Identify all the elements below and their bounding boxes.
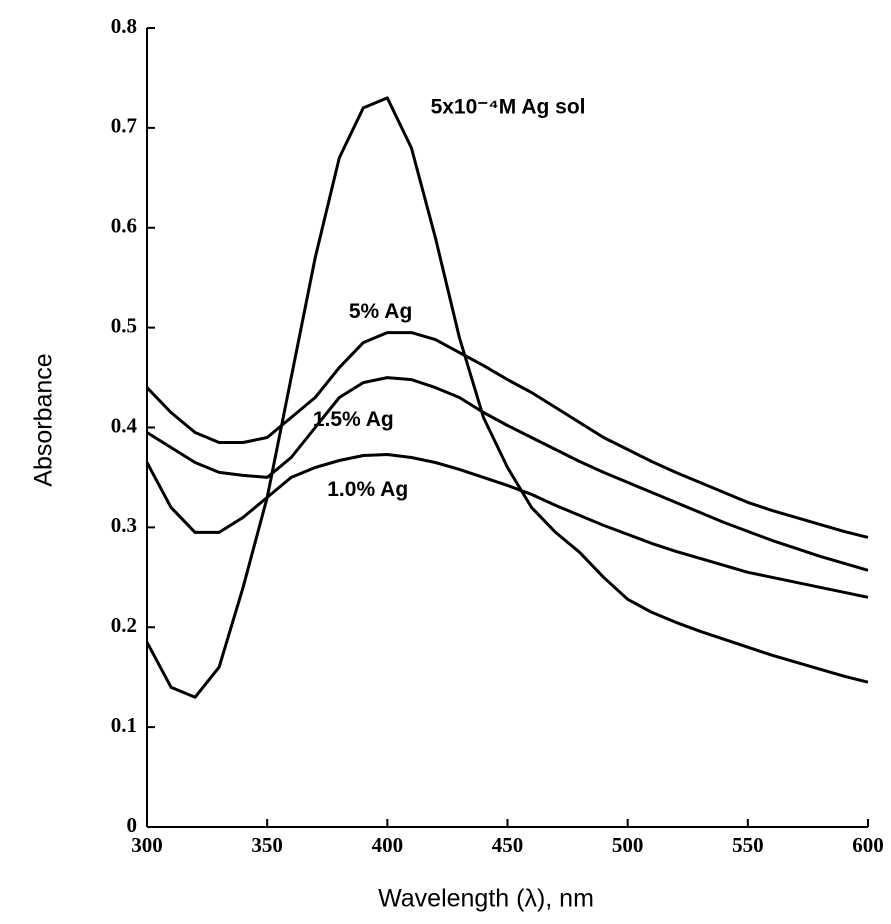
series-line (145, 331, 869, 539)
series-label: 5% Ag (349, 300, 412, 323)
series-line (146, 376, 869, 572)
y-tick-label: 0 (127, 813, 138, 837)
x-tick-label: 400 (372, 833, 404, 857)
series-label: 1.0% Ag (327, 478, 408, 501)
y-tick-label: 0.6 (111, 214, 137, 238)
x-tick-label: 350 (251, 833, 283, 857)
y-axis-title: Absorbance (30, 353, 58, 486)
y-tick-label: 0.5 (111, 313, 137, 337)
x-tick-label: 300 (131, 833, 163, 857)
series-line (145, 96, 869, 699)
y-tick-label: 0.8 (111, 14, 137, 38)
x-tick-label: 600 (852, 833, 884, 857)
x-tick-label: 500 (612, 833, 644, 857)
y-tick-label: 0.2 (111, 613, 137, 637)
y-tick-label: 0.4 (111, 413, 138, 437)
series-line (145, 453, 869, 599)
x-tick-label: 550 (732, 833, 764, 857)
y-tick-label: 0.1 (111, 713, 137, 737)
y-tick-label: 0.7 (111, 114, 137, 138)
x-axis-title: Wavelength (λ), nm (378, 885, 594, 913)
series-label: 1.5% Ag (313, 408, 394, 431)
x-tick-label: 450 (492, 833, 524, 857)
y-tick-label: 0.3 (111, 513, 137, 537)
series-label: 5x10⁻⁴M Ag sol (431, 95, 586, 118)
